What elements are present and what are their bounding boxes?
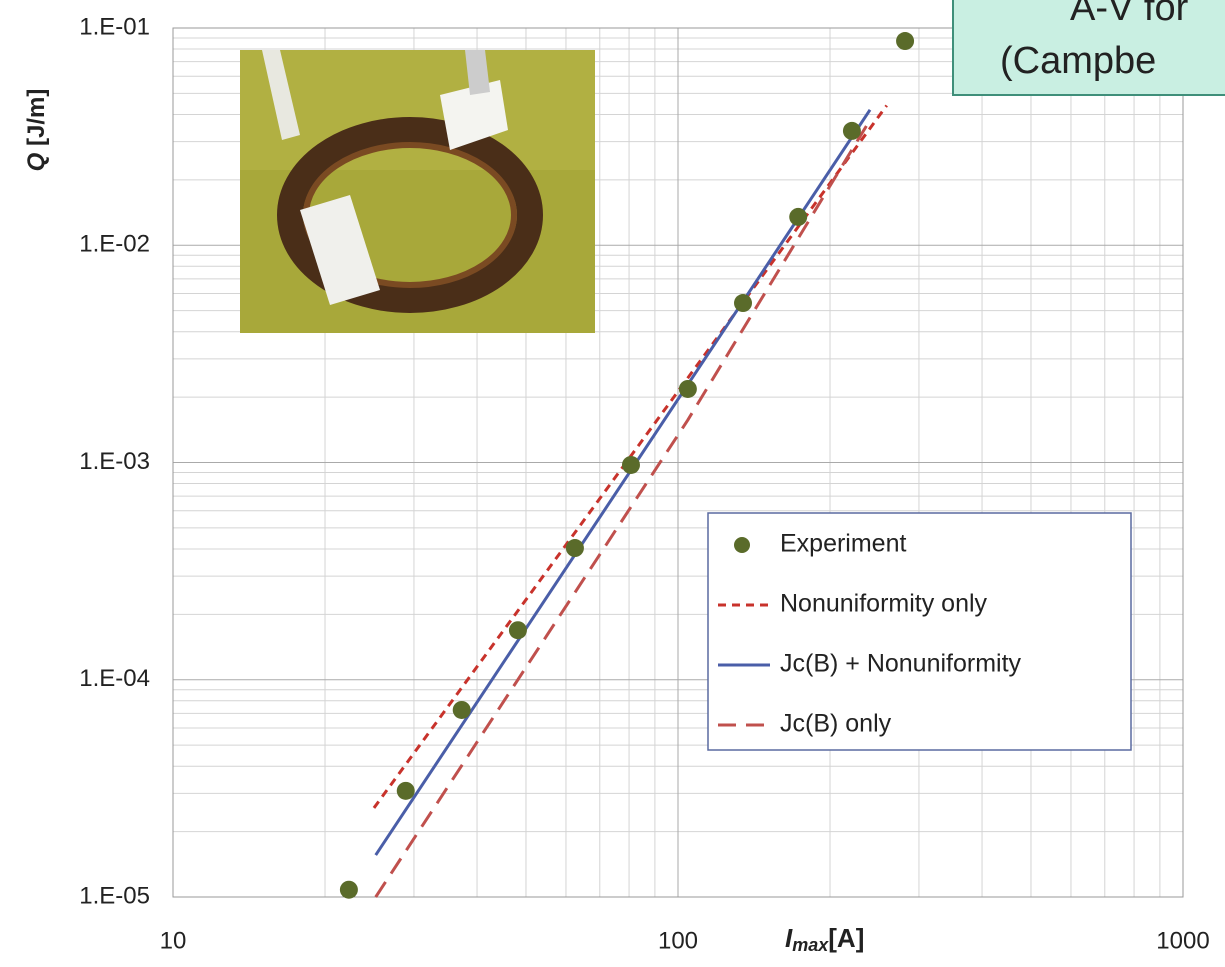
point	[339, 880, 358, 899]
point	[452, 700, 471, 719]
annotation: (Campbe	[1000, 40, 1156, 82]
y-tick-label: 1.E-02	[79, 231, 150, 258]
y-tick-label: 1.E-04	[79, 665, 150, 692]
point	[896, 32, 915, 51]
legend-marker	[734, 537, 750, 553]
legend-label: Jc(B) only	[780, 710, 892, 738]
legend-label: Experiment	[780, 530, 906, 558]
point	[565, 539, 584, 558]
x-tick-label: 100	[658, 927, 698, 954]
point	[842, 121, 861, 140]
legend: Experiment Nonuniformity only Jc(B) + Nonu…	[707, 512, 1132, 751]
x-label-unit: [A]	[828, 923, 864, 953]
x-label-subscript: max	[792, 935, 829, 955]
legend-box	[707, 512, 1132, 751]
legend-label: Nonuniformity only	[780, 590, 988, 618]
point	[621, 455, 640, 474]
x-tick-label: 10	[160, 927, 187, 954]
annotation: A-V for	[1070, 0, 1189, 29]
y-axis-label: Q [J/m]	[23, 89, 50, 172]
x-axis-label: Imax[A]	[785, 923, 864, 955]
point	[678, 379, 697, 398]
point	[396, 781, 415, 800]
line	[374, 109, 872, 856]
inset-photo	[240, 50, 595, 333]
x-tick-label: 1000	[1156, 927, 1209, 954]
point	[789, 207, 808, 226]
point	[508, 621, 527, 640]
y-label-unit: [J/m]	[23, 89, 50, 146]
line	[374, 119, 872, 898]
annotation-box: A-V for (Campbe	[952, 0, 1225, 96]
y-label-symbol: Q	[23, 152, 50, 171]
point	[734, 294, 753, 313]
plot-frame	[172, 27, 1184, 898]
legend-label: Jc(B) + Nonuniformity	[780, 650, 1022, 678]
y-tick-label: 1.E-03	[79, 448, 150, 475]
y-tick-label: 1.E-01	[79, 13, 150, 40]
y-tick-label: 1.E-05	[79, 882, 150, 909]
x-label-symbol: I	[785, 923, 793, 953]
